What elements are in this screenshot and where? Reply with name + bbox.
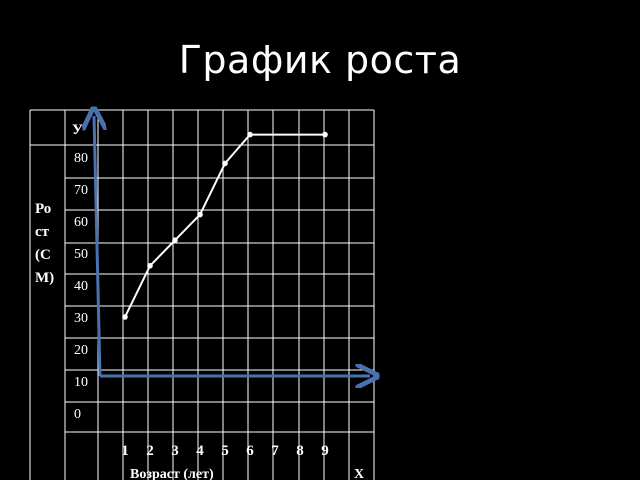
y-tick-label: 30 [74, 311, 88, 326]
x-axis-letter: Х [354, 467, 364, 480]
data-point [222, 160, 228, 167]
x-tick-label: 7 [271, 443, 279, 459]
y-axis-label-line: М) [35, 270, 54, 286]
data-point [247, 131, 253, 138]
data-point [147, 263, 153, 269]
data-point [172, 237, 178, 243]
y-tick-label: 80 [74, 151, 88, 166]
y-axis-label-line: Ро [35, 201, 51, 217]
x-tick-label: 5 [221, 443, 229, 459]
y-axis-label-line: (С [35, 247, 51, 263]
x-tick-label: 8 [296, 443, 304, 459]
x-tick-label: 6 [246, 443, 254, 459]
y-tick-label: 40 [74, 279, 88, 294]
chart-grid [29, 109, 375, 480]
y-tick-label: 10 [74, 375, 88, 390]
x-tick-labels: 1 2 3 4 5 6 7 8 9 [121, 443, 329, 459]
data-series [122, 131, 328, 320]
slide-title: График роста [178, 38, 462, 82]
y-axis-label-line: ст [35, 224, 50, 240]
y-tick-labels: 0 10 20 30 40 50 60 70 80 [74, 151, 88, 422]
x-tick-label: 1 [121, 443, 129, 459]
x-tick-label: 4 [196, 443, 204, 459]
x-axis-label: Возраст (лет) [130, 467, 214, 480]
data-point [197, 211, 203, 218]
x-tick-label: 3 [171, 443, 179, 459]
x-tick-label: 9 [321, 443, 329, 459]
x-tick-label: 2 [146, 443, 154, 459]
y-axis-letter: У [72, 122, 83, 138]
y-axis-label: Ро ст (С М) [35, 201, 54, 286]
y-axis-line [94, 116, 100, 377]
data-point [322, 131, 328, 138]
y-tick-label: 60 [74, 215, 88, 230]
y-tick-label: 50 [74, 247, 88, 262]
y-tick-label: 70 [74, 183, 88, 198]
data-point [122, 314, 128, 320]
chart-axes [94, 116, 370, 376]
y-tick-label: 0 [74, 407, 81, 422]
y-tick-label: 20 [74, 343, 88, 358]
